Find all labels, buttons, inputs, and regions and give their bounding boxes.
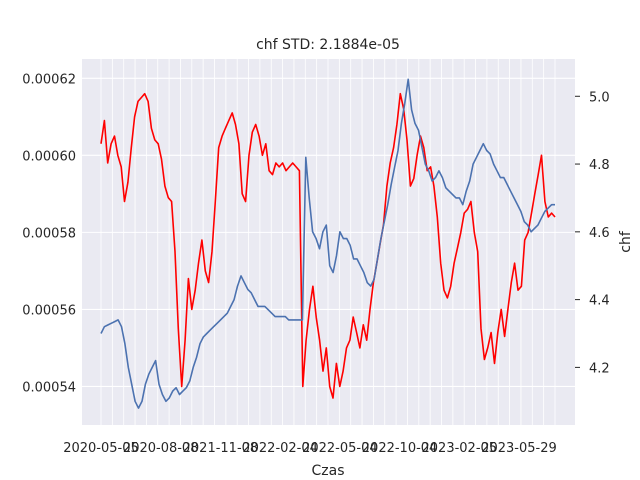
series-line-std (100, 92, 556, 399)
x-tick-label: 2022-10-04 (362, 441, 438, 456)
right-tick-label: 4.8 (589, 158, 610, 173)
x-tick-label: 2023-02-05 (422, 441, 498, 456)
chart-title: chf STD: 2.1884e-05 (256, 37, 400, 53)
x-tick-label: 2022-02-04 (242, 441, 318, 456)
right-axis-ticks: 4.2 4.4 4.6 4.8 5.0 (575, 90, 610, 376)
x-axis-ticks: 2020-05-052020-08-082021-11-082022-02-04… (63, 441, 557, 456)
series-line-chf (100, 78, 555, 409)
left-tick-label: 0.00060 (22, 149, 76, 164)
right-tick-label: 4.6 (589, 226, 610, 241)
x-tick-label: 2021-11-08 (183, 441, 259, 456)
left-tick-label: 0.00056 (22, 303, 76, 318)
left-axis-ticks: 0.00054 0.00056 0.00058 0.00060 0.00062 (22, 72, 76, 395)
left-tick-label: 0.00062 (22, 72, 76, 87)
series-layer (100, 78, 556, 409)
x-tick-label: 2022-05-04 (302, 441, 378, 456)
x-gridlines (100, 59, 556, 425)
y-gridlines (82, 77, 575, 388)
left-tick-label: 0.00058 (22, 226, 76, 241)
left-tick-label: 0.00054 (22, 380, 76, 395)
right-axis-label: chf (618, 230, 634, 253)
x-tick-label: 2020-05-05 (63, 441, 139, 456)
x-tick-label: 2023-05-29 (481, 441, 557, 456)
right-tick-label: 4.4 (589, 294, 610, 309)
x-axis-label: Czas (312, 463, 345, 479)
x-tick-label: 2020-08-08 (123, 441, 199, 456)
right-tick-label: 5.0 (589, 90, 610, 105)
right-tick-label: 4.2 (589, 361, 610, 376)
